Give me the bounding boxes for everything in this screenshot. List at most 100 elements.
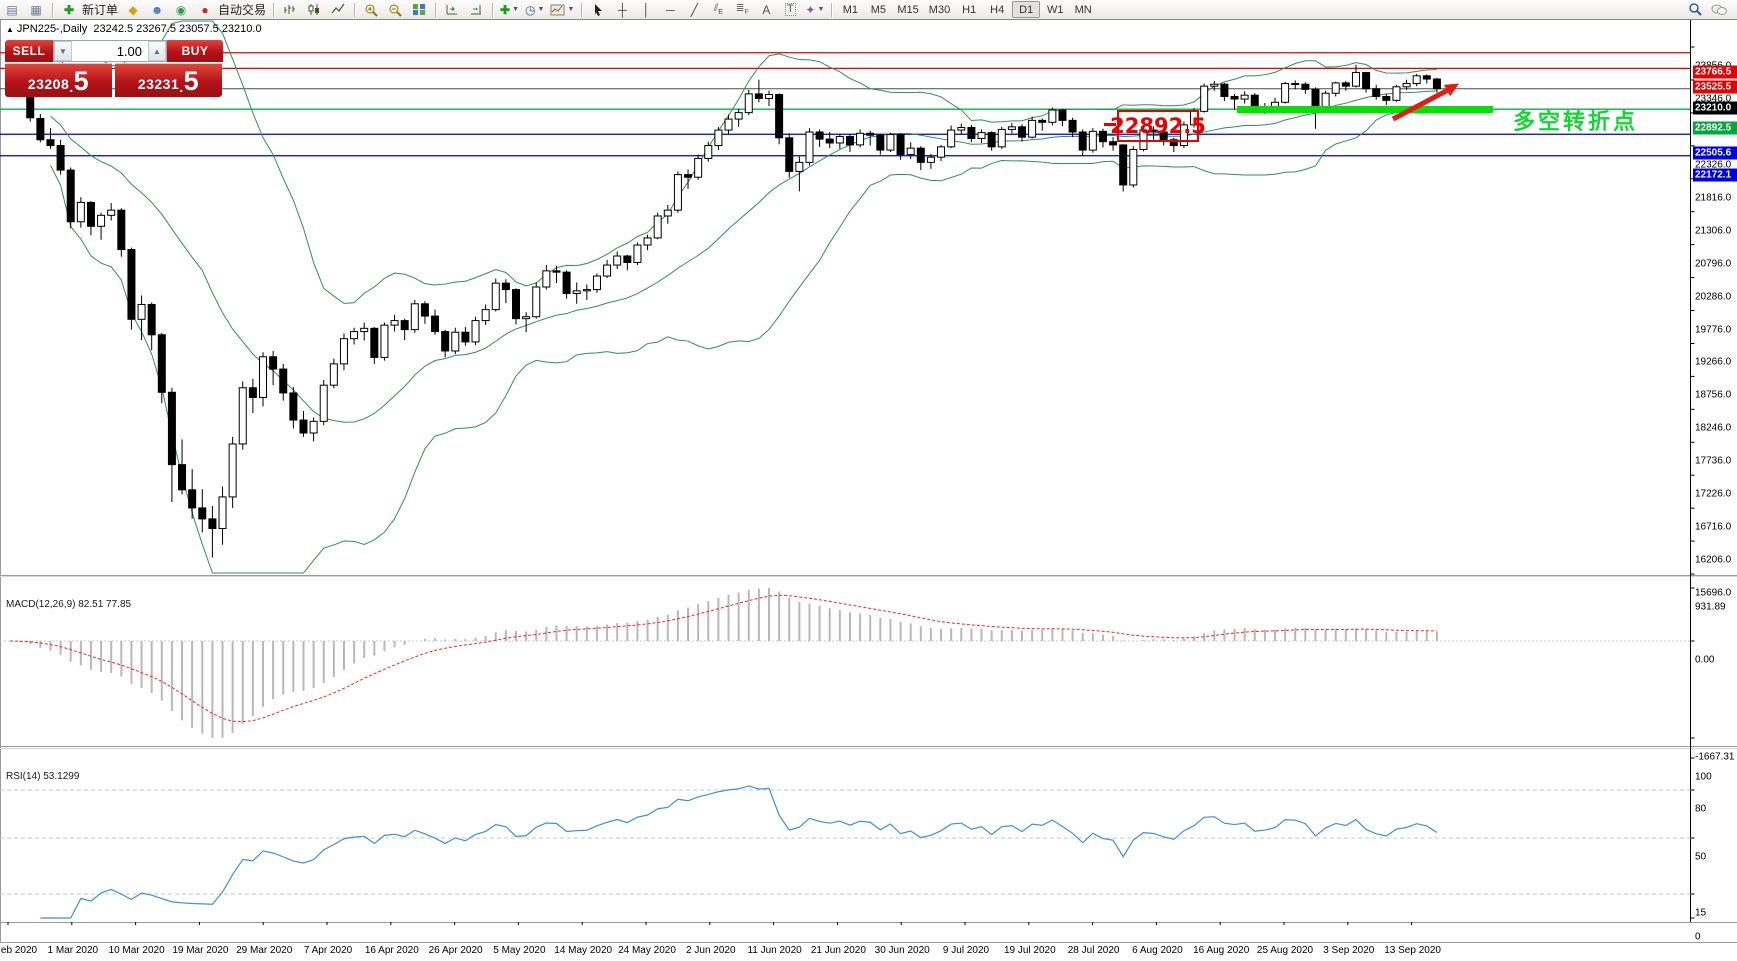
toolbar-separator xyxy=(581,2,583,17)
auto-scroll-icon[interactable] xyxy=(441,1,463,18)
price-tick-label: 17736.0 xyxy=(1695,455,1732,467)
ohlc-readout: 23242.5 23267.5 23057.5 23210.0 xyxy=(93,23,262,35)
toolbar-separator xyxy=(435,2,437,17)
buy-price-frac: 5 xyxy=(183,66,200,96)
line-chart-icon[interactable] xyxy=(327,1,349,18)
symbol-header: ▲ JPN225-,Daily 23242.5 23267.5 23057.5 2… xyxy=(6,23,262,35)
new-order-icon[interactable]: ✚ xyxy=(63,2,75,17)
timeframe-m30[interactable]: M30 xyxy=(928,3,951,16)
sell-price-frac: 5 xyxy=(73,66,90,96)
price-tick-label: 15696.0 xyxy=(1695,587,1732,599)
price-tick-label: 16716.0 xyxy=(1695,521,1732,533)
price-annotation-box[interactable]: 22892.5 xyxy=(1110,110,1206,142)
timeframe-w1[interactable]: W1 xyxy=(1046,3,1064,16)
symbol-name: JPN225-,Daily xyxy=(16,23,88,35)
toolbar-separator xyxy=(273,2,275,17)
tile-windows-icon[interactable] xyxy=(408,1,430,18)
vertical-line-icon[interactable]: │ xyxy=(642,2,651,17)
macd-tick-label: -1667.31 xyxy=(1695,751,1735,763)
buy-price-main: 23231 xyxy=(137,76,180,92)
price-badge-23525.5: 23525.5 xyxy=(1693,80,1737,94)
zoom-out-icon[interactable] xyxy=(384,1,406,18)
sound-icon[interactable]: ◉ xyxy=(175,2,187,17)
market-watch-icon[interactable]: ▦ xyxy=(30,2,42,17)
price-tick-label: 16206.0 xyxy=(1695,554,1732,566)
zoom-in-icon[interactable] xyxy=(360,1,382,18)
timeframe-d1[interactable]: D1 xyxy=(1012,1,1041,18)
rsi-tick-label: 15 xyxy=(1695,907,1707,919)
volume-decrease-button[interactable]: ▼ xyxy=(54,41,72,61)
autotrading-icon[interactable]: ● xyxy=(201,2,209,17)
timeframe-m15[interactable]: M15 xyxy=(897,3,919,16)
timeframe-h4[interactable]: H4 xyxy=(990,3,1005,16)
price-badge-23766.5: 23766.5 xyxy=(1693,65,1737,79)
price-tick-label: 19266.0 xyxy=(1695,356,1732,368)
price-badge-22505.6: 22505.6 xyxy=(1693,146,1737,160)
chat-icon[interactable] xyxy=(1708,1,1730,18)
templates-icon[interactable]: ▼ xyxy=(548,1,576,18)
sell-price-button[interactable]: 23208. 5 xyxy=(5,63,112,97)
timeframe-h1[interactable]: H1 xyxy=(962,3,977,16)
macd-tick-label: 0.00 xyxy=(1695,654,1715,666)
rsi-tick-label: 0 xyxy=(1695,931,1701,943)
periods-icon[interactable]: ◷ ▼ xyxy=(525,2,545,17)
toolbar-separator xyxy=(52,2,53,17)
price-tick-label: 23346.0 xyxy=(1695,93,1732,105)
sell-price-main: 23208 xyxy=(27,76,70,92)
price-tick-label: 21816.0 xyxy=(1695,192,1732,204)
candlestick-chart-icon[interactable] xyxy=(303,1,325,18)
autotrading-label[interactable]: 自动交易 xyxy=(218,3,267,17)
timeframe-group: M1 M5 M15 M30 H1 H4 D1 W1 MN xyxy=(836,0,1097,19)
date-label: 13 Sep 2020 xyxy=(1384,945,1441,956)
publisher-icon[interactable]: ☻ xyxy=(150,2,164,17)
horizontal-line-icon[interactable]: ─ xyxy=(666,2,675,17)
equidistant-channel-icon[interactable]: ⫽E xyxy=(713,2,723,16)
turning-point-label[interactable]: 多空转折点 xyxy=(1513,109,1639,135)
chart-shift-icon[interactable] xyxy=(465,1,487,18)
price-tick-label: 20286.0 xyxy=(1695,291,1732,303)
price-tick-label: 18246.0 xyxy=(1695,422,1732,434)
macd-tick-label: 931.89 xyxy=(1695,601,1726,613)
cursor-icon[interactable] xyxy=(587,1,609,18)
price-badge-22172.1: 22172.1 xyxy=(1693,168,1737,182)
timeframe-mn[interactable]: MN xyxy=(1074,3,1092,16)
text-icon[interactable]: A xyxy=(762,2,771,17)
text-label-icon[interactable]: T xyxy=(785,3,796,16)
price-tick-label: 19776.0 xyxy=(1695,324,1732,336)
volume-input[interactable]: 1.00 xyxy=(116,43,142,59)
one-click-trading-panel: SELL ▼ 1.00 ▲ BUY 23208. 5 23231. 5 xyxy=(5,40,223,97)
price-tick-label: 20796.0 xyxy=(1695,258,1732,270)
timeframe-m1[interactable]: M1 xyxy=(842,3,859,16)
rsi-tick-label: 100 xyxy=(1695,771,1712,783)
fibonacci-icon[interactable]: ≣F xyxy=(736,2,749,16)
timeframe-m5[interactable]: M5 xyxy=(870,3,887,16)
chart-window[interactable]: ▲ JPN225-,Daily 23242.5 23267.5 23057.5 2… xyxy=(0,19,1737,956)
price-badge-23210.0: 23210.0 xyxy=(1693,101,1737,115)
buy-price-button[interactable]: 23231. 5 xyxy=(115,63,222,97)
crosshair-icon[interactable]: ┼ xyxy=(618,2,627,17)
collapse-triangle-icon[interactable]: ▲ xyxy=(6,25,14,34)
search-icon[interactable] xyxy=(1684,1,1706,18)
buy-button[interactable]: BUY xyxy=(167,40,223,62)
volume-increase-button[interactable]: ▲ xyxy=(148,41,166,61)
add-indicator-icon[interactable]: ✚ ▼ xyxy=(500,2,520,17)
styler-icon[interactable]: ◆ xyxy=(128,2,138,17)
rsi-tick-label: 50 xyxy=(1695,851,1707,863)
trendline-icon[interactable]: ╱ xyxy=(690,2,698,17)
chart-window-icon[interactable]: ▤ xyxy=(6,2,18,17)
rsi-label: RSI(14) 53.1299 xyxy=(6,771,80,782)
arrows-icon[interactable]: ✦ ▼ xyxy=(805,2,825,17)
bar-chart-icon[interactable] xyxy=(279,1,301,18)
toolbar-separator xyxy=(354,2,356,17)
price-badge-22892.5: 22892.5 xyxy=(1693,121,1737,135)
price-tick-label: 22326.0 xyxy=(1695,159,1732,171)
toolbar-separator xyxy=(492,2,494,17)
sell-button[interactable]: SELL xyxy=(5,40,53,62)
price-tick-label: 18756.0 xyxy=(1695,389,1732,401)
price-tick-label: 21306.0 xyxy=(1695,225,1732,237)
toolbar-separator xyxy=(831,2,833,17)
rsi-tick-label: 80 xyxy=(1695,803,1707,815)
new-order-label[interactable]: 新订单 xyxy=(82,3,119,17)
